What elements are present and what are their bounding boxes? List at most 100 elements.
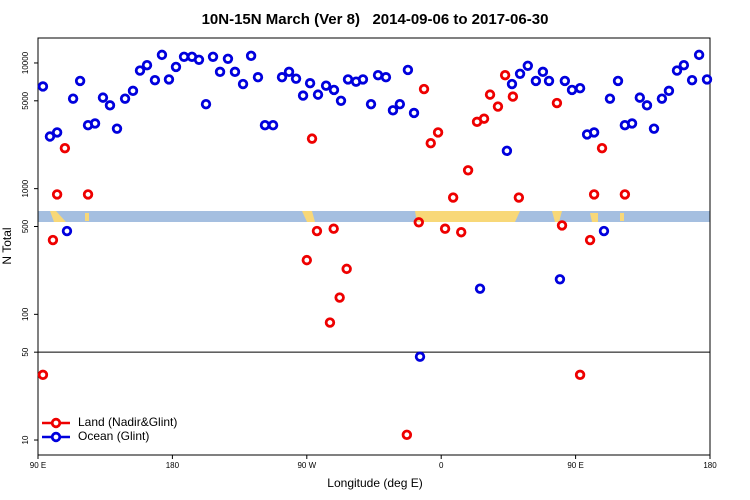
y-tick-label: 10 xyxy=(21,435,30,444)
point xyxy=(574,369,586,381)
point xyxy=(149,74,161,86)
point xyxy=(551,97,563,109)
y-tick-label: 10000 xyxy=(21,51,30,74)
x-tick-label: 90 W xyxy=(297,461,316,470)
y-tick-label: 100 xyxy=(21,307,30,321)
point xyxy=(492,101,504,112)
point xyxy=(413,217,424,228)
point xyxy=(306,133,318,144)
point xyxy=(372,69,384,81)
point xyxy=(604,93,616,104)
point xyxy=(67,93,79,104)
point xyxy=(380,72,392,83)
point xyxy=(324,317,336,328)
y-tick-label: 500 xyxy=(21,219,30,233)
legend-label: Ocean (Glint) xyxy=(78,429,149,443)
point xyxy=(574,82,586,94)
point xyxy=(311,225,323,237)
point xyxy=(297,90,309,101)
point xyxy=(612,75,624,87)
point xyxy=(401,429,413,441)
point xyxy=(301,254,312,266)
x-tick-label: 90 E xyxy=(567,461,583,470)
legend-label: Land (Nadir&Glint) xyxy=(78,415,177,429)
point xyxy=(283,66,295,78)
point xyxy=(320,80,332,91)
point xyxy=(342,74,354,85)
point xyxy=(514,68,526,80)
point xyxy=(474,283,486,294)
point xyxy=(596,142,608,154)
y-tick-label: 50 xyxy=(21,347,30,356)
point xyxy=(47,234,59,246)
point xyxy=(543,75,555,87)
point xyxy=(335,95,347,107)
point xyxy=(341,263,352,275)
point xyxy=(328,223,339,234)
point xyxy=(501,145,513,157)
point xyxy=(559,75,571,87)
point xyxy=(414,351,426,362)
point xyxy=(506,78,518,90)
point xyxy=(290,73,302,84)
point xyxy=(89,118,101,129)
point xyxy=(37,369,49,381)
point xyxy=(530,75,542,87)
point xyxy=(634,92,646,103)
point xyxy=(229,66,241,78)
point xyxy=(334,292,345,303)
x-tick-label: 0 xyxy=(439,461,444,470)
x-tick-label: 180 xyxy=(703,461,717,470)
x-axis-label: Longitude (deg E) xyxy=(327,476,422,490)
point xyxy=(499,69,511,81)
point xyxy=(37,81,49,92)
point xyxy=(134,65,146,76)
point xyxy=(671,65,683,76)
point xyxy=(312,89,324,100)
point xyxy=(193,54,205,65)
point xyxy=(163,74,175,85)
point xyxy=(598,225,610,237)
point xyxy=(156,49,168,61)
point xyxy=(641,100,653,111)
point xyxy=(74,75,86,87)
y-axis-label: N Total xyxy=(0,227,14,264)
point xyxy=(365,98,377,110)
x-tick-label: 90 E xyxy=(30,461,46,470)
point xyxy=(439,223,451,234)
point xyxy=(104,100,116,111)
point xyxy=(588,189,600,200)
legend-marker xyxy=(50,417,62,429)
point xyxy=(402,64,414,76)
point xyxy=(119,93,131,104)
point xyxy=(462,165,474,176)
point xyxy=(245,50,257,62)
point xyxy=(588,127,600,138)
point xyxy=(478,113,490,124)
point xyxy=(357,74,369,85)
point xyxy=(178,51,190,62)
point xyxy=(111,123,123,134)
point xyxy=(207,51,219,62)
map-strip xyxy=(38,211,710,222)
point xyxy=(537,66,549,78)
plot-frame xyxy=(37,37,711,456)
point xyxy=(259,119,271,131)
point xyxy=(556,220,568,231)
point xyxy=(701,74,713,85)
point xyxy=(170,61,182,73)
point xyxy=(584,234,596,246)
x-tick-label: 180 xyxy=(166,461,180,470)
point xyxy=(408,107,420,119)
y-tick-label: 1000 xyxy=(21,179,30,197)
point xyxy=(267,119,279,131)
point xyxy=(663,85,675,97)
point xyxy=(425,137,436,149)
point xyxy=(394,98,406,110)
point xyxy=(456,227,467,238)
legend-marker xyxy=(50,431,62,443)
point xyxy=(484,89,496,100)
y-tick-label: 5000 xyxy=(21,91,30,109)
point xyxy=(127,85,139,97)
point xyxy=(418,83,430,95)
